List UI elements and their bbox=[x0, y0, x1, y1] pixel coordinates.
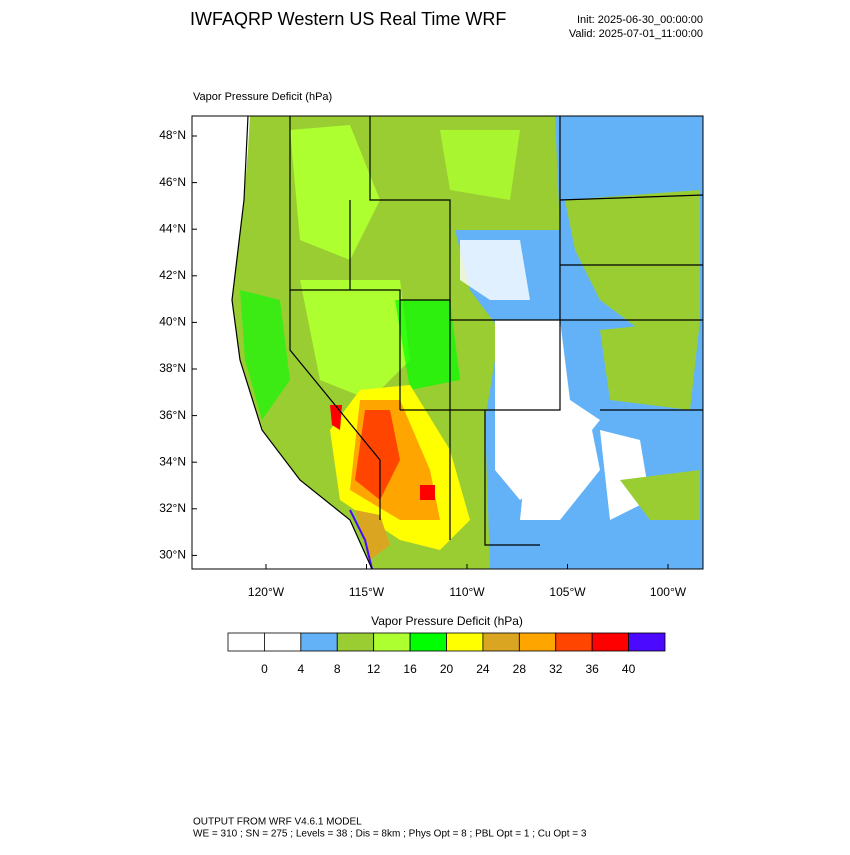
color-swatch bbox=[300, 632, 338, 652]
colorbar-label: 32 bbox=[549, 662, 563, 676]
map-field bbox=[192, 116, 703, 569]
color-swatch bbox=[518, 632, 557, 652]
colorbar-label: 12 bbox=[367, 662, 381, 676]
lat-label: 38°N bbox=[159, 361, 186, 375]
lat-label: 48°N bbox=[159, 128, 186, 142]
color-swatch bbox=[482, 632, 520, 652]
lat-label: 42°N bbox=[159, 268, 186, 282]
lat-label: 30°N bbox=[159, 548, 186, 562]
colorbar-label: 0 bbox=[261, 662, 268, 676]
colorbar-label: 24 bbox=[476, 662, 490, 676]
init-time: Init: 2025-06-30_00:00:00 bbox=[577, 14, 703, 26]
colorbar-label: 16 bbox=[403, 662, 417, 676]
footer-line: WE = 310 ; SN = 275 ; Levels = 38 ; Dis … bbox=[193, 829, 587, 840]
lat-label: 36°N bbox=[159, 408, 186, 422]
map-frame bbox=[191, 115, 704, 570]
colorbar-title: Vapor Pressure Deficit (hPa) bbox=[371, 614, 523, 628]
color-swatch bbox=[264, 632, 302, 652]
colorbar: 0 4 8 12 16 20 24 28 32 36 40 bbox=[227, 632, 666, 676]
lat-label: 44°N bbox=[159, 221, 186, 235]
lon-axis: 120°W 115°W 110°W 105°W 100°W bbox=[248, 564, 687, 599]
lat-axis: 48°N 46°N 44°N 42°N 40°N 38°N 36°N 34°N 32°N 30°N bbox=[159, 128, 197, 562]
lon-label: 120°W bbox=[248, 585, 285, 599]
lat-label: 34°N bbox=[159, 454, 186, 468]
colorbar-label: 8 bbox=[334, 662, 341, 676]
color-swatch bbox=[591, 632, 629, 652]
color-swatch bbox=[446, 632, 484, 652]
colorbar-label: 20 bbox=[440, 662, 454, 676]
lon-label: 105°W bbox=[549, 585, 586, 599]
title: IWFAQRP Western US Real Time WRF bbox=[190, 9, 506, 29]
color-swatch bbox=[409, 632, 447, 652]
color-swatch bbox=[628, 632, 666, 652]
color-swatch bbox=[336, 632, 375, 652]
lon-label: 100°W bbox=[650, 585, 687, 599]
map-title: Vapor Pressure Deficit (hPa) bbox=[193, 91, 332, 103]
color-swatch bbox=[555, 632, 593, 652]
color-swatch bbox=[373, 632, 411, 652]
colorbar-label: 4 bbox=[297, 662, 304, 676]
lat-label: 40°N bbox=[159, 315, 186, 329]
colorbar-label: 28 bbox=[513, 662, 527, 676]
lon-label: 110°W bbox=[449, 585, 485, 599]
colorbar-label: 36 bbox=[585, 662, 599, 676]
footer-line: OUTPUT FROM WRF V4.6.1 MODEL bbox=[193, 817, 362, 828]
valid-time: Valid: 2025-07-01_11:00:00 bbox=[569, 28, 703, 40]
colorbar-label: 40 bbox=[622, 662, 636, 676]
lon-label: 115°W bbox=[349, 585, 385, 599]
lat-label: 46°N bbox=[159, 175, 186, 189]
color-swatch bbox=[227, 632, 265, 652]
lat-label: 32°N bbox=[159, 501, 186, 515]
